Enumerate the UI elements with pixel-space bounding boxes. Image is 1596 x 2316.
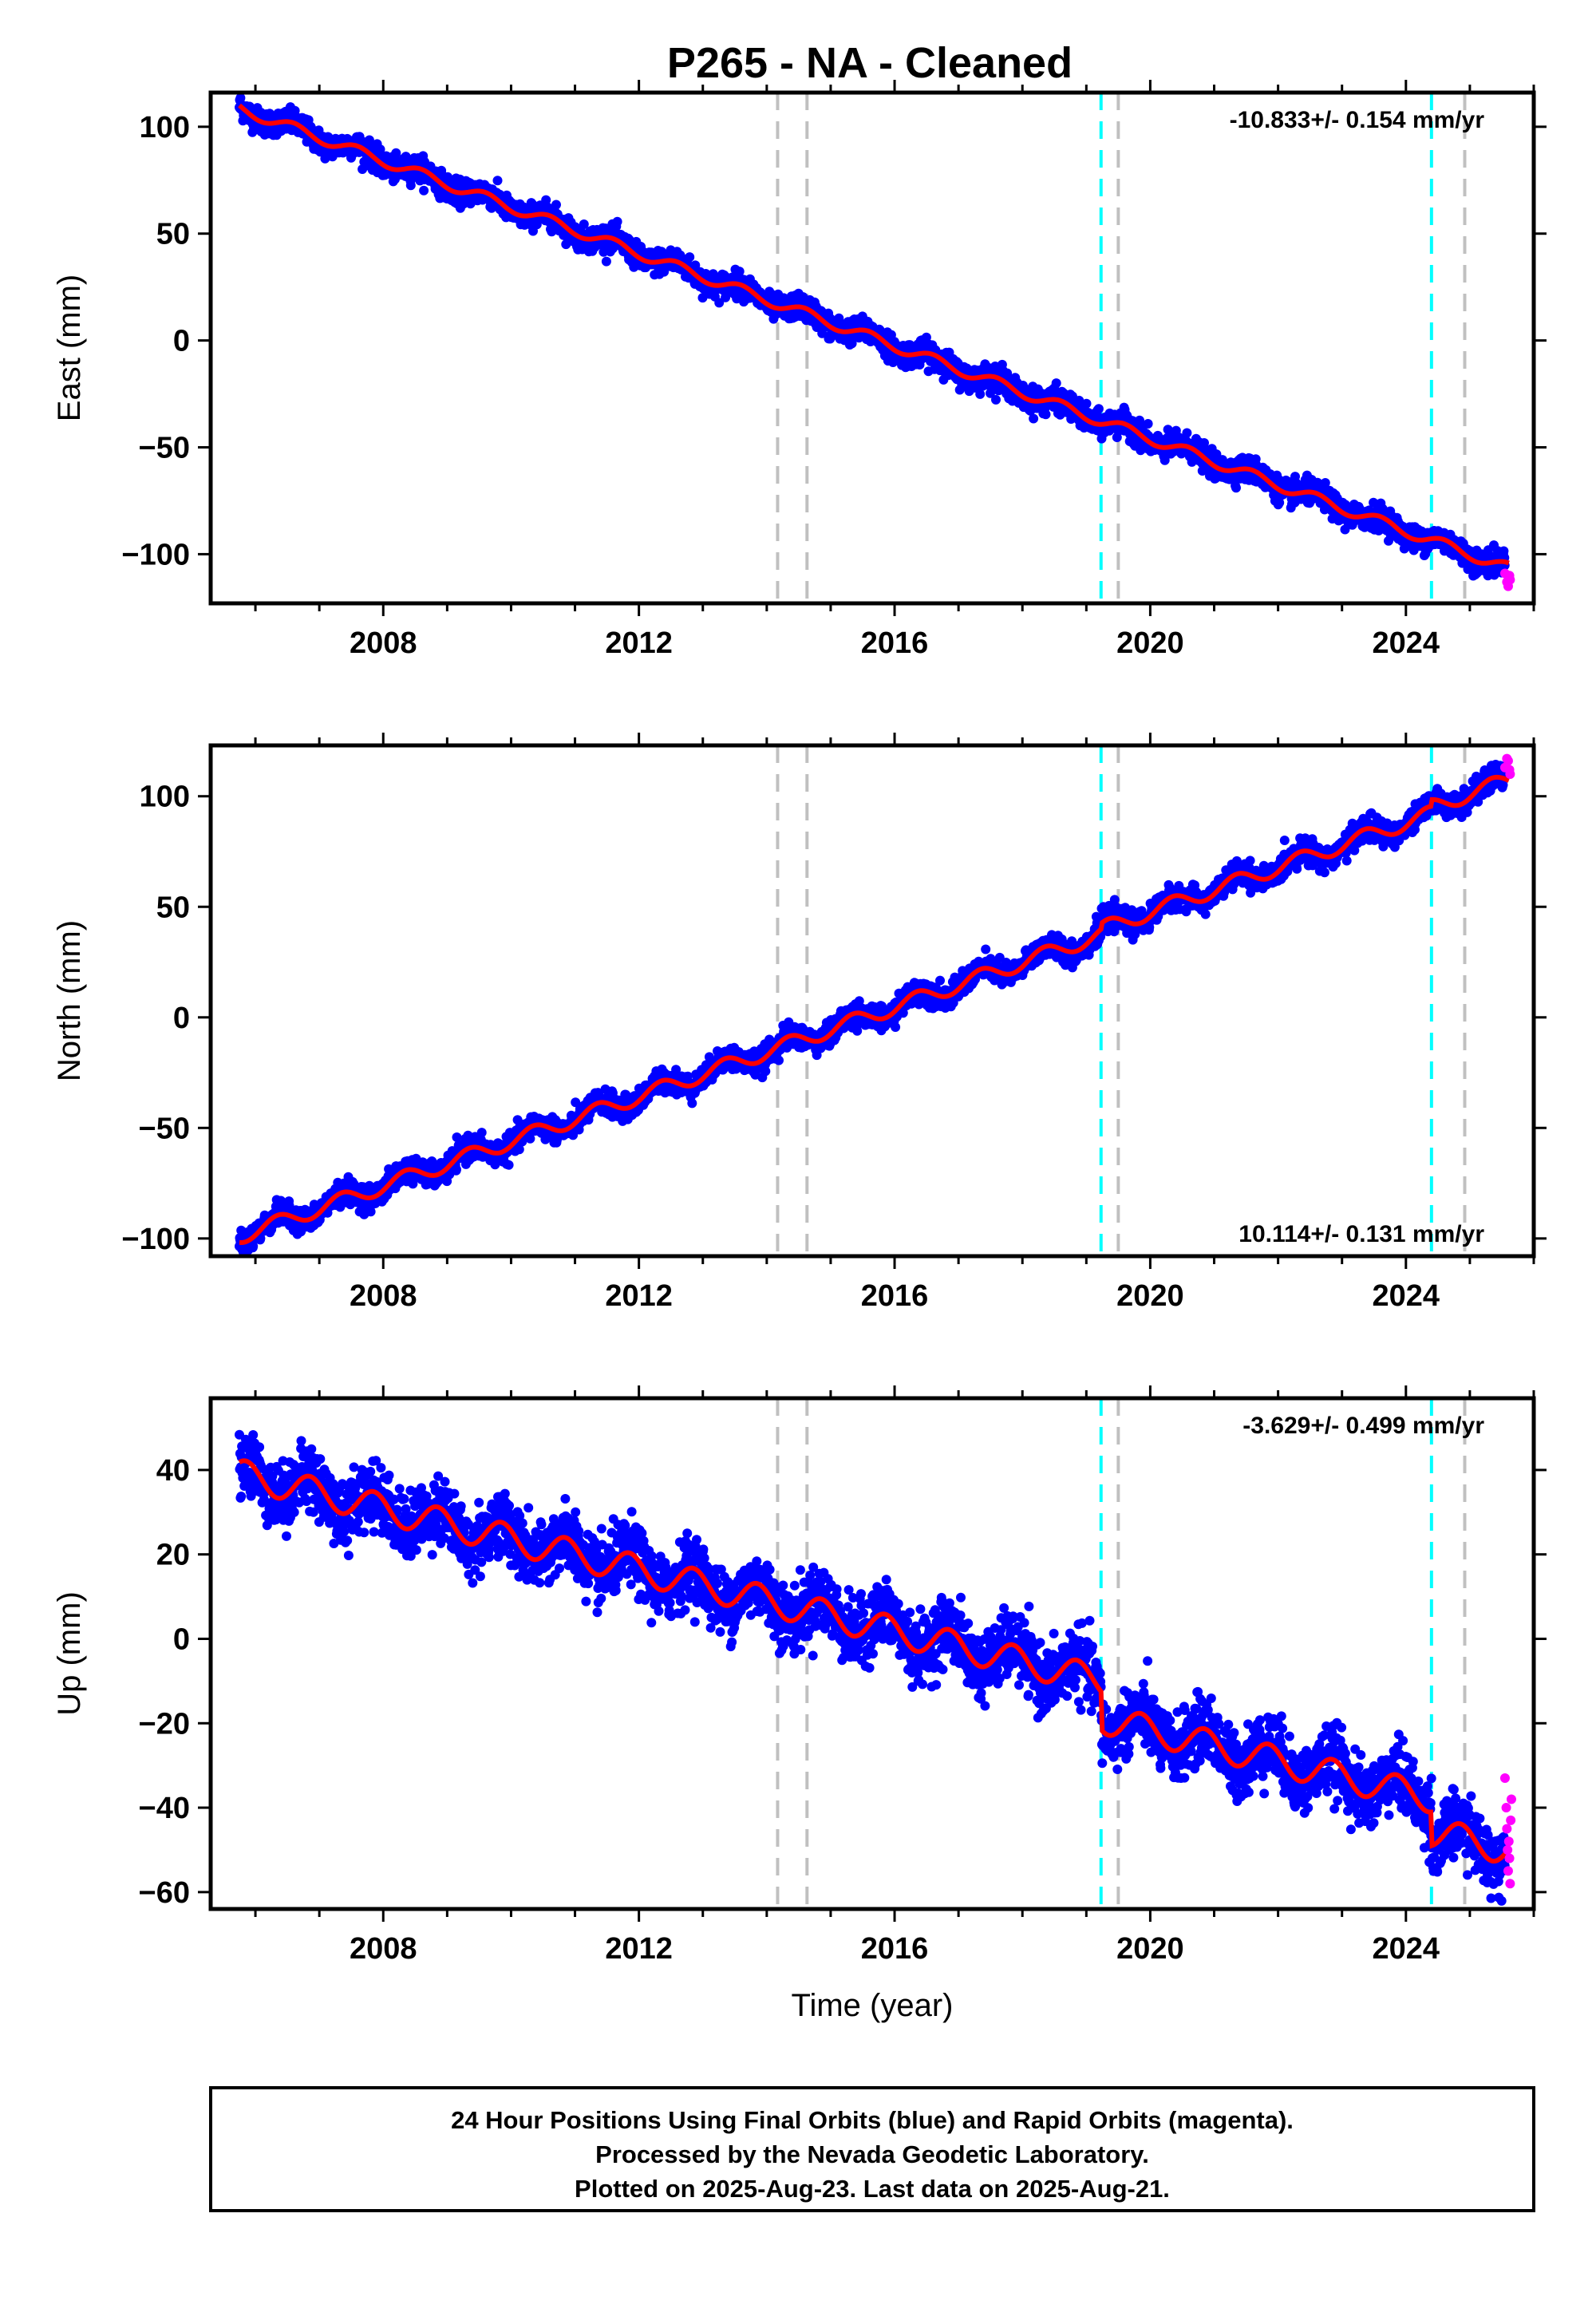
final-orbit-point [847,338,857,349]
x-tick-label: 2024 [1373,626,1440,660]
final-orbit-point [1029,413,1039,424]
final-orbit-point [1320,478,1330,488]
final-orbit-point [551,200,561,210]
x-tick-label: 2020 [1116,626,1184,660]
final-orbit-point [612,216,622,227]
plot-frame [208,90,1536,606]
rapid-orbit-point [1505,575,1515,585]
final-orbit-point [601,256,611,267]
final-orbit-point [687,1098,697,1109]
final-orbit-point [255,1233,266,1243]
final-orbit-point [697,293,708,303]
final-orbit-point [248,1241,259,1251]
final-orbit-point [1135,415,1144,425]
plot-area [235,745,1515,1267]
final-orbit-point [1182,428,1192,438]
x-tick-label: 2012 [605,626,673,660]
final-orbit-point [492,176,503,186]
final-orbit-point [236,1257,246,1267]
final-orbit-point [1093,404,1104,414]
final-orbit-points [235,93,1510,581]
final-orbit-points [235,760,1510,1267]
final-orbit-point [405,180,416,191]
final-orbit-point [452,1164,461,1175]
final-orbit-point [1143,419,1153,429]
x-tick-label: 2016 [861,626,929,660]
final-orbit-point [459,199,469,209]
plot-area [235,93,1515,603]
final-orbit-point [1051,378,1061,389]
final-orbit-point [685,252,695,263]
final-orbit-point [290,105,300,116]
model-curve [238,103,1510,566]
final-orbit-point [734,267,745,277]
final-orbit-point [504,1160,514,1170]
figure-title: P265 - NA - Cleaned [667,39,1073,87]
final-orbit-point [1274,497,1285,508]
final-orbit-point [975,389,986,399]
final-orbit-point [714,298,725,308]
final-orbit-point [419,185,429,196]
final-orbit-point [991,394,1001,405]
final-orbit-point [1041,409,1051,420]
y-axis-label: East (mm) [52,275,87,421]
final-orbit-point [476,1128,487,1138]
y-tick-label: −50 [139,432,190,465]
final-orbit-point [1231,483,1241,493]
y-tick-label: 0 [173,325,190,358]
rate-label: -10.833+/- 0.154 mm/yr [1230,107,1485,133]
final-orbit-point [817,328,828,338]
final-orbit-point [1199,438,1209,448]
final-orbit-point [391,148,401,158]
final-orbit-point [579,219,589,229]
y-tick-label: 100 [140,111,190,144]
y-tick-label: 50 [156,218,190,251]
east-panel: 2008 2012 2016 2020 2024 100 50 0 −50 −100 East (m… [52,80,1547,660]
rapid-orbit-points [1499,568,1515,591]
x-tick-label: 2008 [350,626,417,660]
y-tick-label: −100 [121,538,190,571]
final-orbit-point [1081,398,1092,409]
